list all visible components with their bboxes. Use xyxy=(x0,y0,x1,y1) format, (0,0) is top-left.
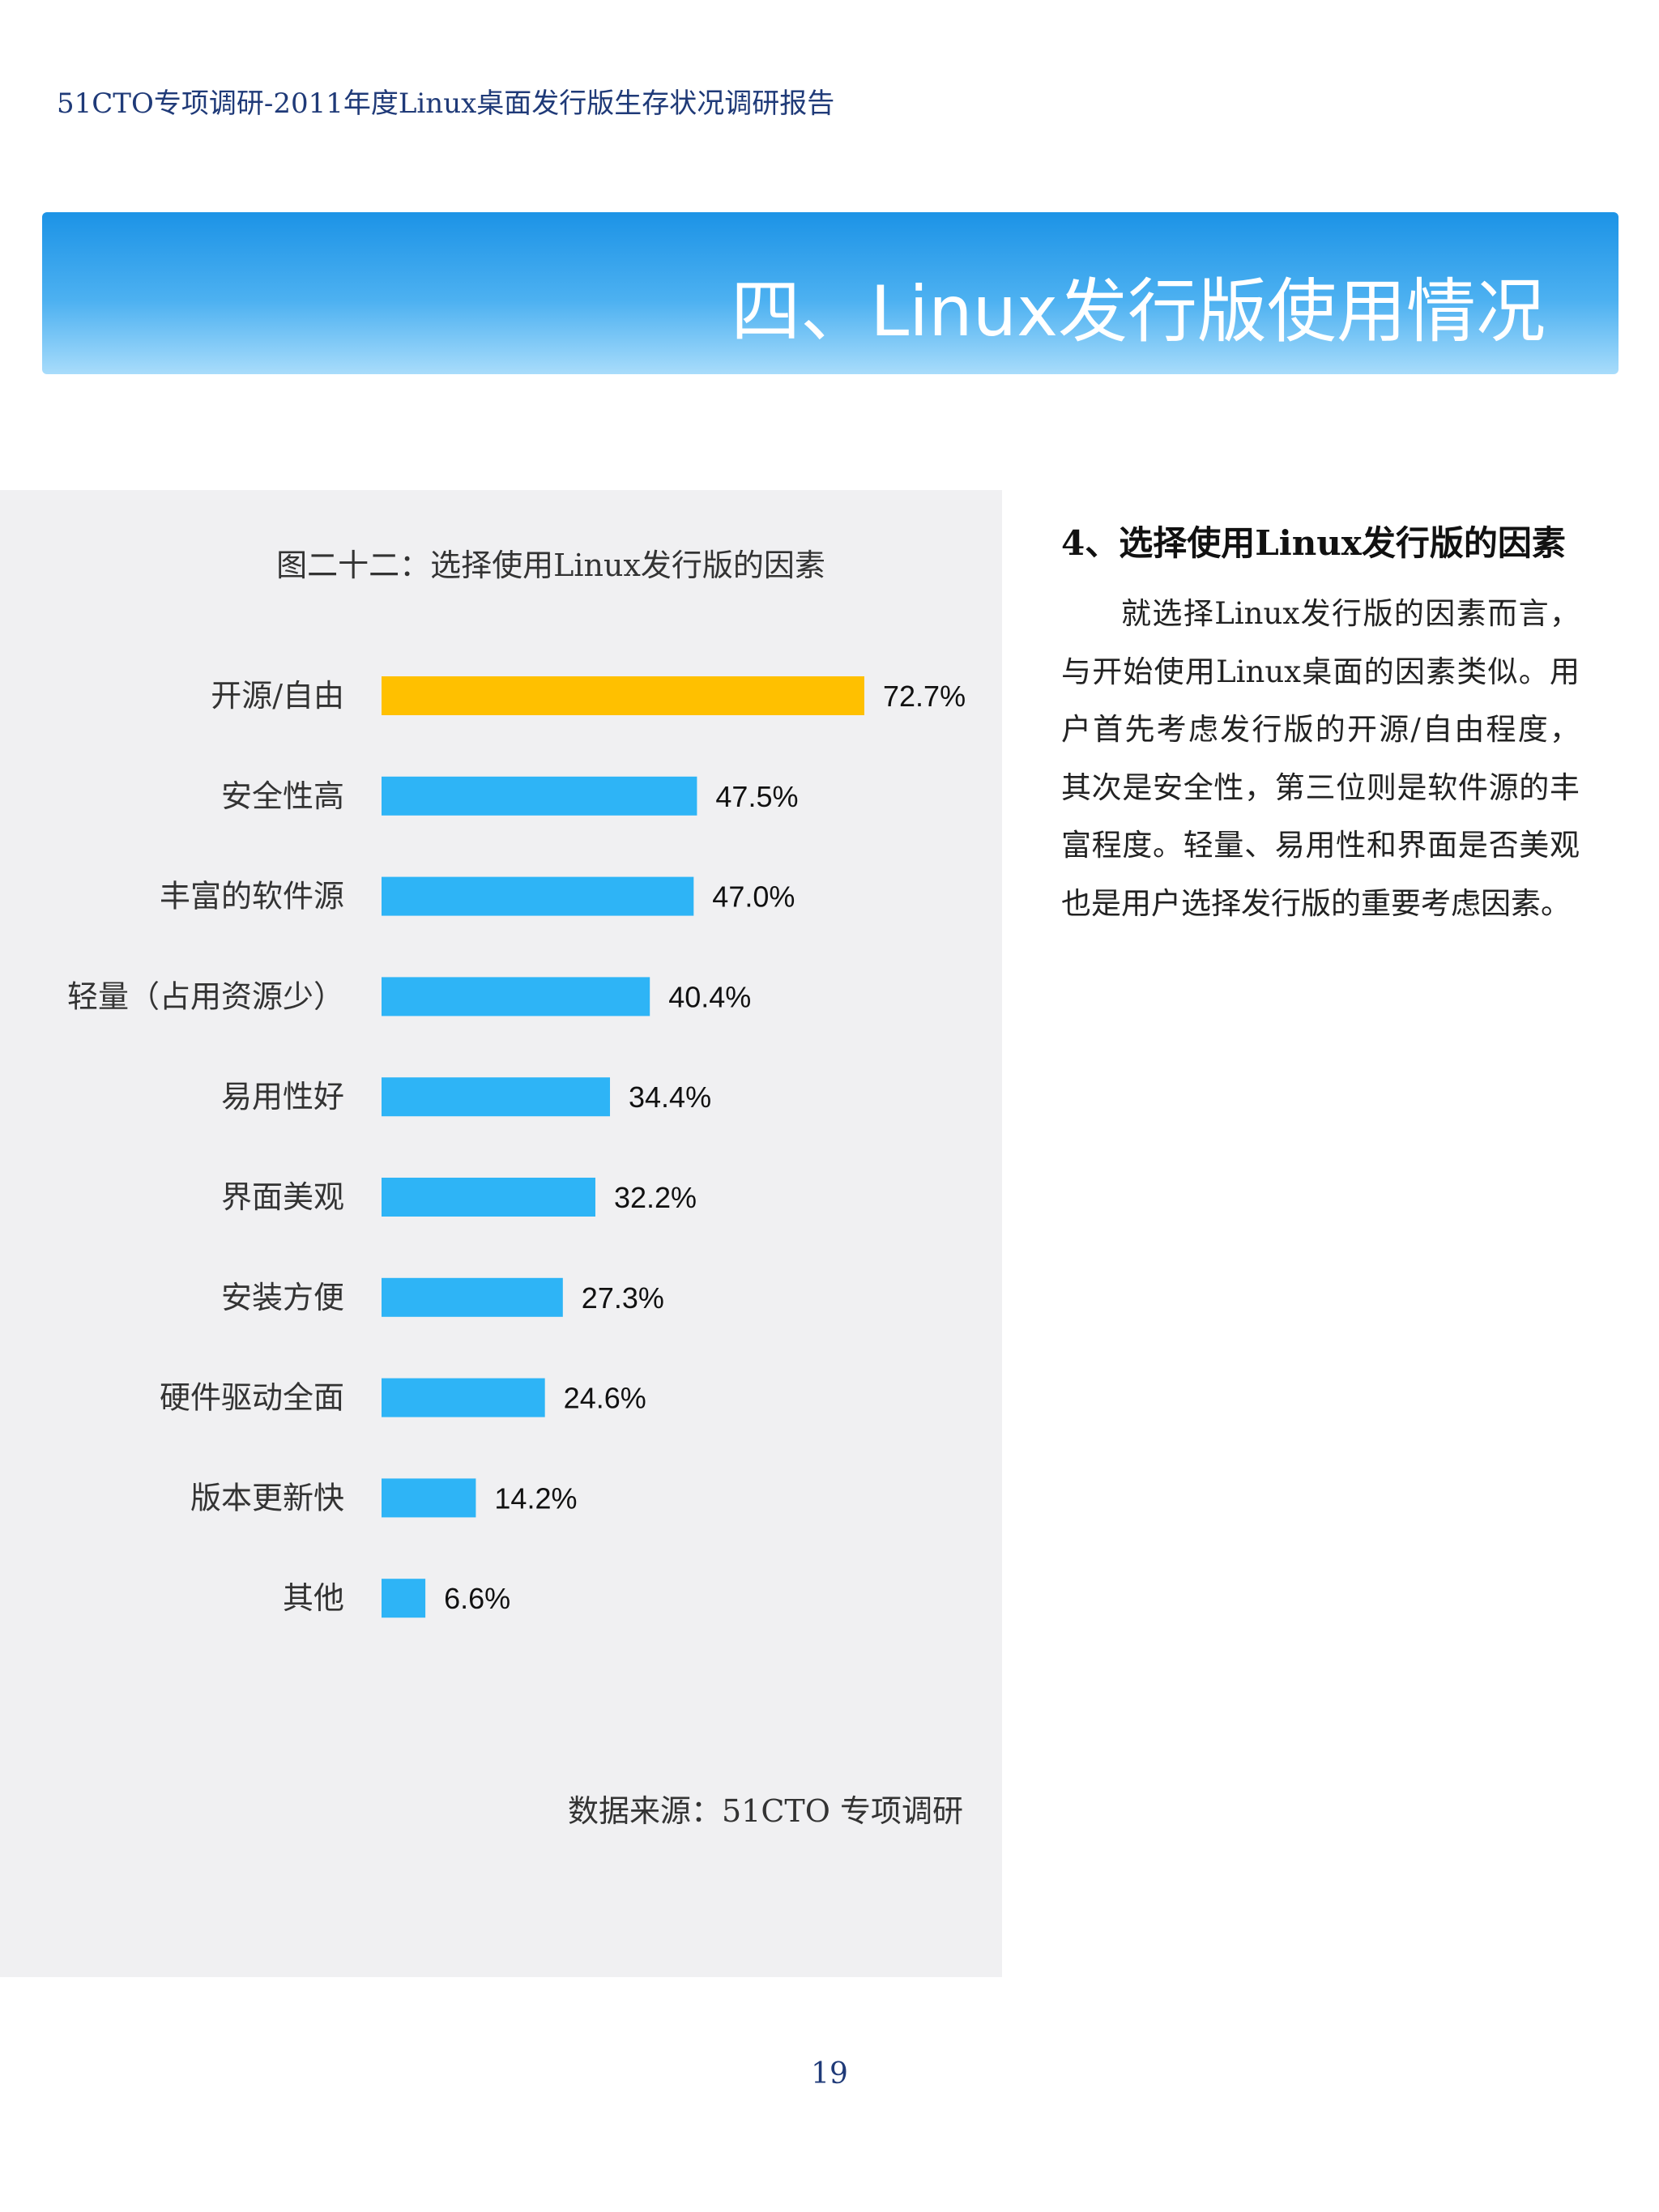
bar xyxy=(382,1178,595,1217)
bar xyxy=(382,876,694,916)
bar xyxy=(382,1277,563,1317)
category-label: 丰富的软件源 xyxy=(160,879,344,914)
category-label: 其他 xyxy=(283,1580,344,1616)
chart-panel: 图二十二：选择使用Linux发行版的因素 开源/自由 72.7% 安全性高 47.5%… xyxy=(0,490,1002,1977)
chart-source: 数据来源：51CTO 专项调研 xyxy=(567,1793,963,1829)
section-body: 就选择Linux发行版的因素而言，与开始使用Linux桌面的因素类似。用户首先考… xyxy=(1061,596,1580,921)
bar xyxy=(382,1579,426,1618)
value-label: 24.6% xyxy=(564,1382,646,1415)
bar xyxy=(382,977,650,1016)
value-label: 40.4% xyxy=(668,980,751,1013)
value-label: 47.5% xyxy=(715,780,798,813)
section-banner: 四、Linux发行版使用情况 xyxy=(42,212,1618,374)
category-label: 界面美观 xyxy=(221,1179,344,1215)
section-heading: 4、选择使用Linux发行版的因素 xyxy=(1061,523,1566,563)
bar xyxy=(382,1077,611,1117)
value-label: 34.4% xyxy=(629,1080,711,1114)
text-section: 4、选择使用Linux发行版的因素 就选择Linux发行版的因素而言，与开始使用… xyxy=(1061,510,1580,932)
value-label: 32.2% xyxy=(614,1181,697,1214)
category-label: 易用性好 xyxy=(221,1079,344,1115)
page-number: 19 xyxy=(811,2057,848,2091)
category-label: 硬件驱动全面 xyxy=(160,1380,344,1416)
value-label: 27.3% xyxy=(582,1281,664,1315)
category-label: 版本更新快 xyxy=(190,1480,344,1515)
bar xyxy=(382,676,864,715)
category-label: 开源/自由 xyxy=(211,678,344,714)
bar xyxy=(382,1378,545,1417)
bar-chart: 开源/自由 72.7% 安全性高 47.5% 丰富的软件源 47.0% 轻量（占用资源少） 4… xyxy=(67,676,966,1618)
value-label: 47.0% xyxy=(712,880,795,914)
value-label: 6.6% xyxy=(444,1582,510,1615)
category-label: 安装方便 xyxy=(221,1280,344,1315)
value-label: 72.7% xyxy=(883,680,966,713)
bar xyxy=(382,776,697,816)
value-label: 14.2% xyxy=(494,1481,577,1515)
bar xyxy=(382,1478,476,1518)
category-label: 轻量（占用资源少） xyxy=(67,978,344,1014)
category-label: 安全性高 xyxy=(221,778,344,814)
banner-title: 四、Linux发行版使用情况 xyxy=(731,271,1546,352)
running-header: 51CTO专项调研-2011年度Linux桌面发行版生存状况调研报告 xyxy=(57,87,835,120)
chart-title: 图二十二：选择使用Linux发行版的因素 xyxy=(276,548,825,583)
